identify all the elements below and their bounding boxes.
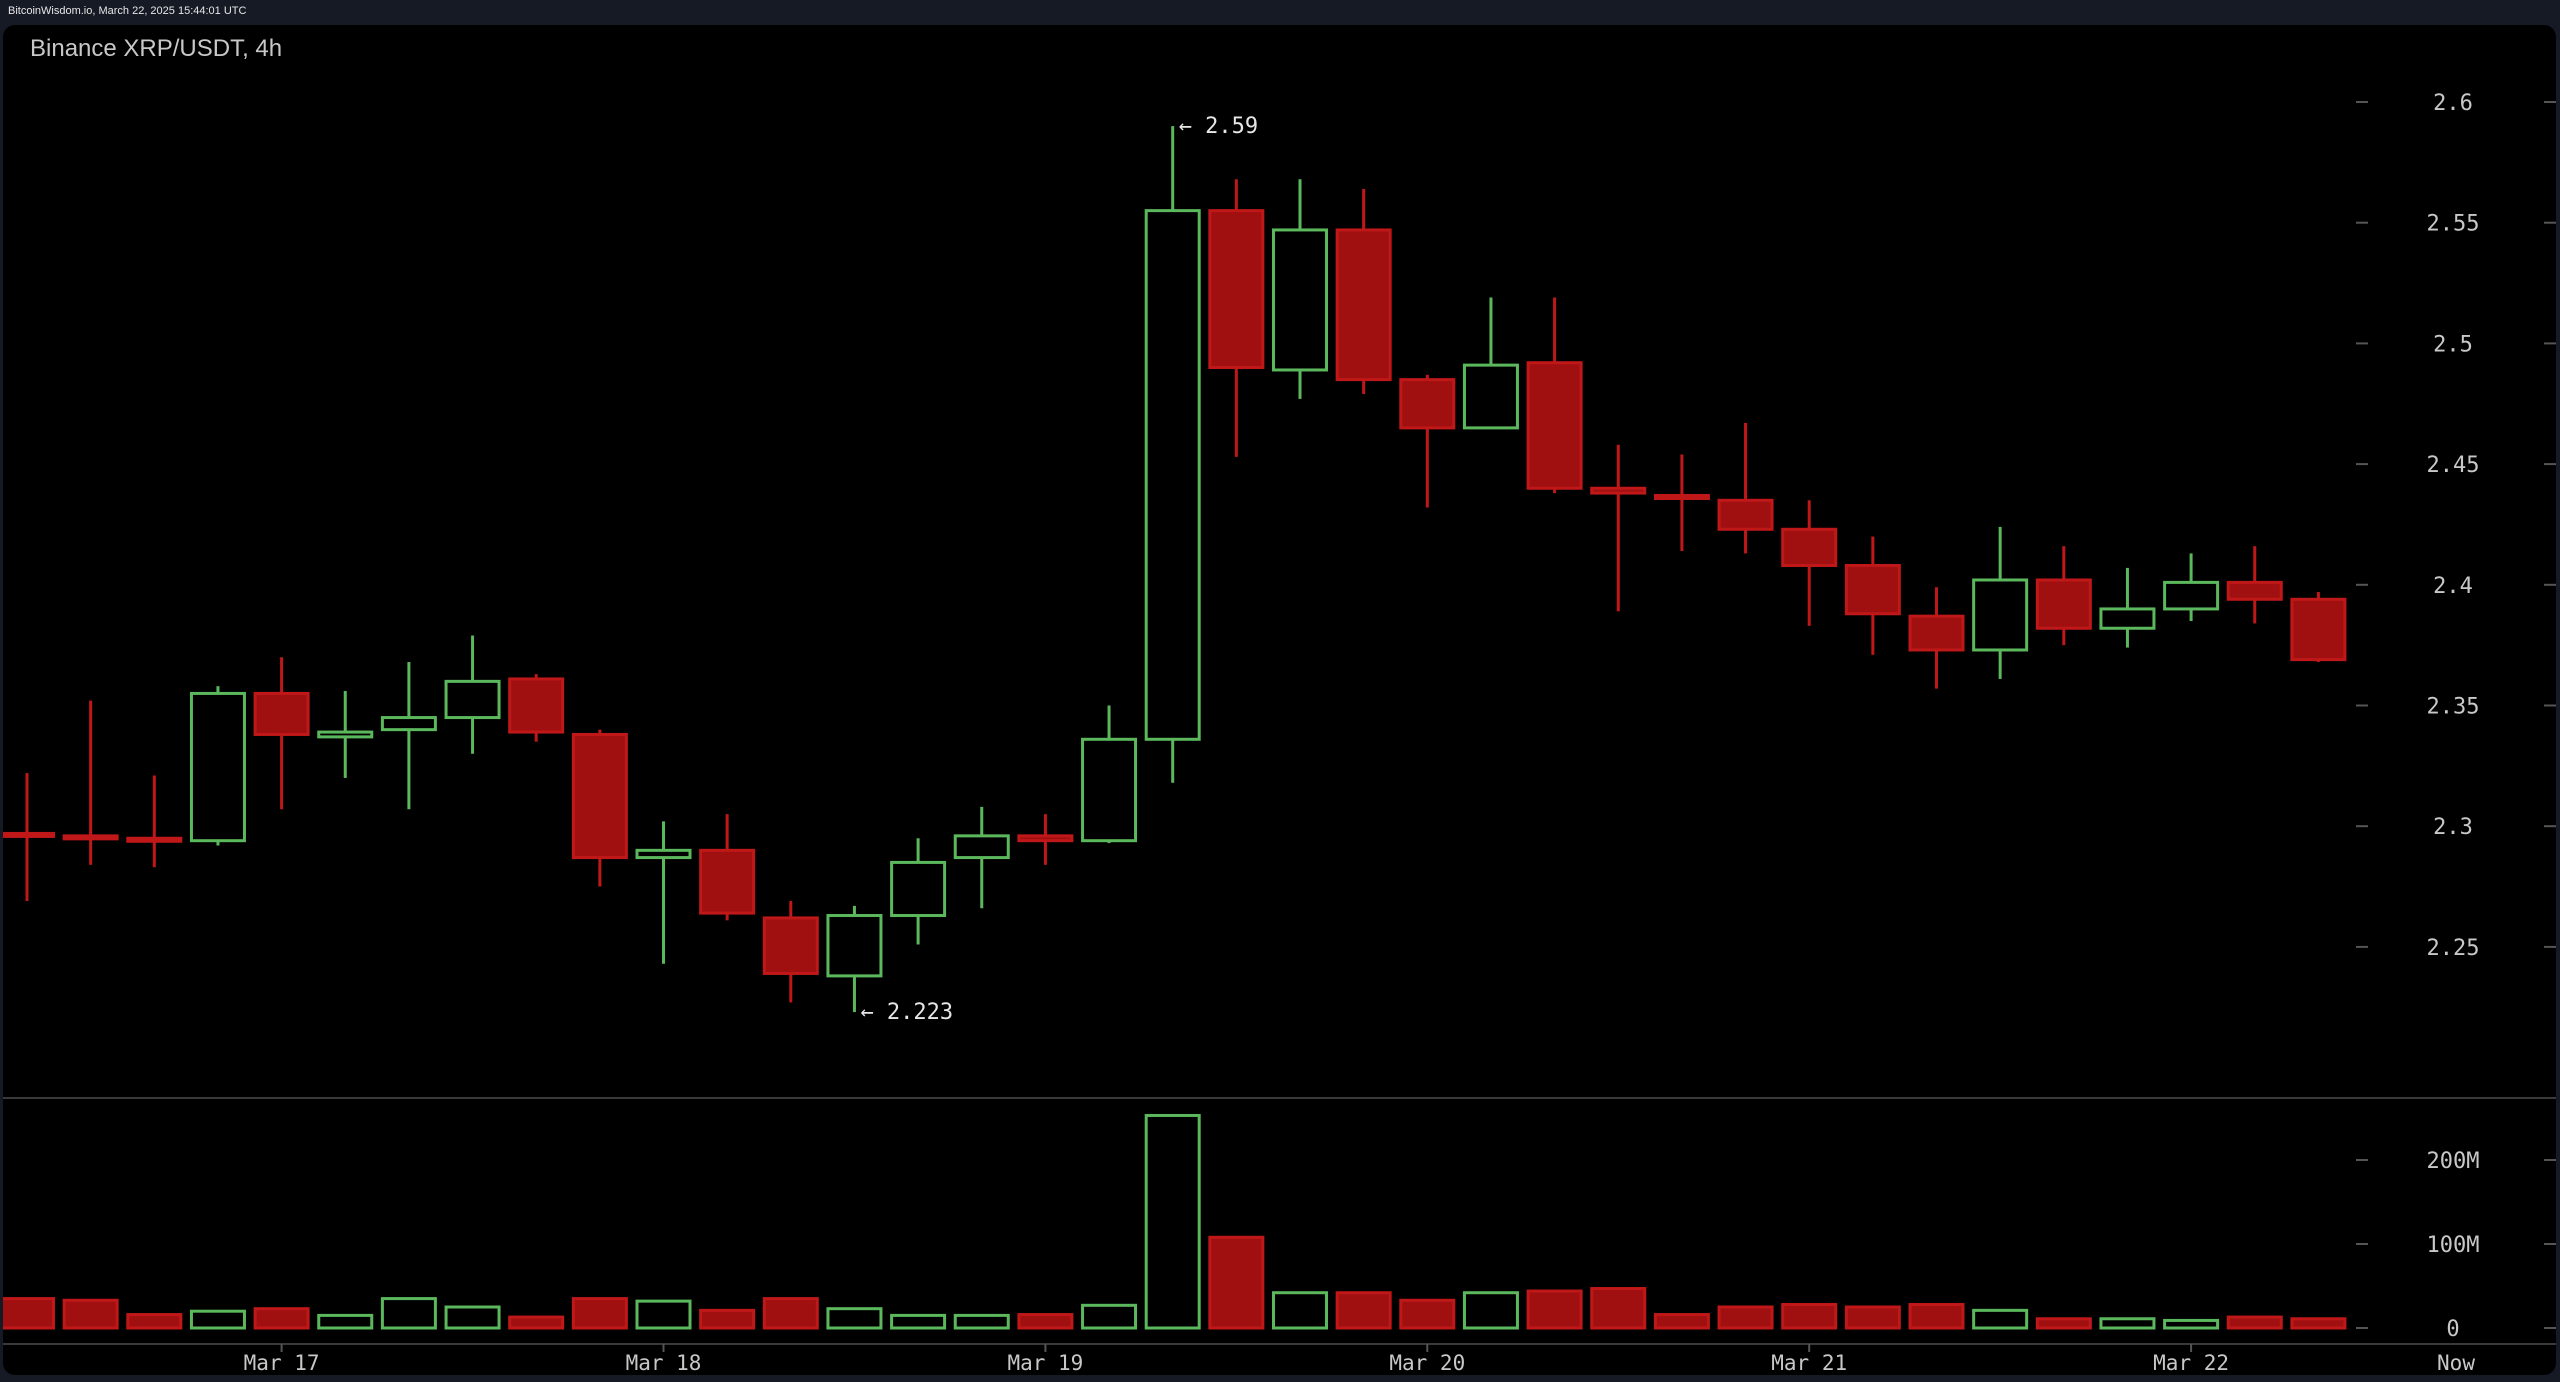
chart-panel: 2.6 2.55 2.5 2.45 2.4 2.35 2.3 2.25 200M 100M 0 Mar… (3, 25, 2556, 1375)
volume-axis-label: 100M (2427, 1233, 2480, 1258)
chart-title: Binance XRP/USDT, 4h (30, 35, 283, 62)
candle-down (126, 836, 183, 843)
volume-bar-down (1208, 1235, 1265, 1330)
candle-up (953, 834, 1010, 860)
volume-bar-up (826, 1307, 883, 1330)
candle-up (890, 860, 947, 918)
volume-bar-up (953, 1313, 1010, 1330)
volume-bar-down (1717, 1305, 1774, 1330)
source-timestamp: BitcoinWisdom.io, March 22, 2025 15:44:0… (8, 5, 247, 17)
candle-up (826, 914, 883, 978)
volume-bar-down (1653, 1313, 1710, 1330)
candle-up (444, 679, 501, 720)
volume-bar-down (699, 1308, 756, 1330)
candle-up (1462, 363, 1519, 430)
candle-down (1208, 209, 1265, 370)
volume-bar-up (1144, 1113, 1201, 1330)
candle-up (1144, 209, 1201, 741)
volume-bar-down (1781, 1302, 1838, 1330)
candle-down (2226, 580, 2283, 601)
candle-up (1972, 578, 2029, 652)
x-axis-label: Mar 20 (1389, 1351, 1465, 1375)
price-axis-label: 2.3 (2433, 815, 2473, 840)
x-axis-label: Mar 22 (2153, 1351, 2229, 1375)
candle-down (699, 848, 756, 915)
price-axis-label: 2.4 (2433, 574, 2473, 599)
low-annotation: ← 2.223 (860, 1000, 953, 1025)
candle-down (3, 831, 55, 838)
candle-down (1017, 834, 1074, 843)
volume-bar-up (1272, 1291, 1328, 1330)
candle-down (1335, 228, 1392, 382)
volume-bar-down (1526, 1289, 1583, 1330)
candle-up (1272, 228, 1328, 372)
volume-bar-down (508, 1315, 565, 1330)
candle-up (189, 691, 246, 843)
x-axis-label: Now (2437, 1351, 2475, 1375)
x-axis-label: Mar 19 (1007, 1351, 1083, 1375)
candle-down (508, 677, 565, 734)
candlestick-chart[interactable]: 2.6 2.55 2.5 2.45 2.4 2.35 2.3 2.25 200M 100M 0 Mar… (3, 25, 2556, 1375)
candle-down (571, 732, 628, 860)
volume-axis-label: 200M (2427, 1149, 2480, 1174)
volume-axis-label: 0 (2446, 1317, 2459, 1342)
volume-bar-down (1844, 1305, 1901, 1330)
volume-bar-down (2226, 1315, 2283, 1330)
volume-bar-down (762, 1297, 819, 1330)
x-axis-label: Mar 21 (1771, 1351, 1847, 1375)
price-axis-label: 2.55 (2427, 212, 2480, 237)
volume-bar-up (1081, 1303, 1138, 1330)
x-axis-label: Mar 18 (626, 1351, 702, 1375)
volume-bar-down (62, 1298, 119, 1330)
volume-bar-up (189, 1309, 246, 1330)
price-axis-label: 2.35 (2427, 695, 2480, 720)
volume-bar-up (635, 1299, 692, 1330)
price-axis-label: 2.45 (2427, 453, 2480, 478)
price-axis-label: 2.5 (2433, 332, 2473, 357)
candle-down (1653, 493, 1710, 500)
volume-bar-down (571, 1297, 628, 1330)
candle-up (635, 848, 692, 860)
volume-bar-down (1017, 1313, 1074, 1330)
price-axis-label: 2.6 (2433, 91, 2473, 116)
candle-down (1399, 378, 1456, 430)
candle-down (1844, 563, 1901, 616)
candle-up (380, 716, 437, 732)
volume-bar-up (1972, 1308, 2029, 1330)
candle-up (317, 730, 374, 739)
candle-down (1908, 614, 1965, 652)
candle-down (2290, 597, 2347, 662)
volume-bar-up (1462, 1291, 1519, 1330)
volume-bar-down (2035, 1317, 2092, 1330)
volume-bar-up (317, 1313, 374, 1330)
candle-down (1781, 527, 1838, 567)
volume-bar-down (3, 1297, 55, 1330)
candle-down (1590, 486, 1647, 495)
volume-bar-down (1590, 1287, 1647, 1330)
volume-bar-up (444, 1305, 501, 1330)
high-annotation: ← 2.59 (1179, 114, 1258, 139)
price-axis-label: 2.25 (2427, 936, 2480, 961)
candle-down (2035, 578, 2092, 630)
candle-down (1717, 498, 1774, 531)
candle-down (62, 834, 119, 841)
candle-down (762, 916, 819, 975)
volume-bar-down (2290, 1317, 2347, 1330)
volume-bar-up (2163, 1318, 2220, 1330)
candle-down (1526, 361, 1583, 490)
volume-bar-down (253, 1307, 310, 1330)
volume-bar-down (1399, 1298, 1456, 1330)
volume-bar-up (2099, 1317, 2156, 1330)
volume-bar-down (126, 1313, 183, 1330)
volume-bar-up (380, 1297, 437, 1330)
candle-up (2099, 607, 2156, 630)
volume-bar-down (1908, 1302, 1965, 1330)
volume-bar-down (1335, 1291, 1392, 1330)
x-axis-label: Mar 17 (244, 1351, 320, 1375)
candle-down (253, 691, 310, 736)
volume-bar-up (890, 1313, 947, 1330)
candle-up (1081, 737, 1138, 843)
candle-up (2163, 580, 2220, 611)
